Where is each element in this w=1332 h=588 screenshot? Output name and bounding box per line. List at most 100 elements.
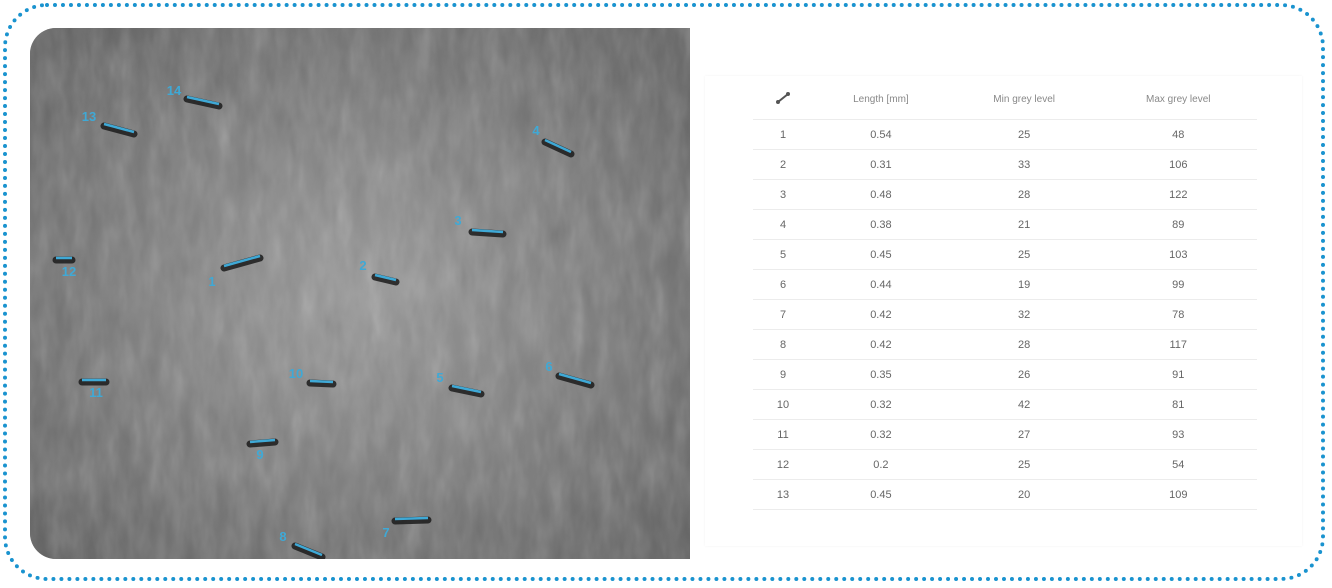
cell-min-grey: 28 bbox=[948, 329, 1100, 360]
hair-marker[interactable]: 13 bbox=[82, 109, 138, 138]
hair-marker[interactable]: 2 bbox=[359, 258, 400, 286]
marker-label: 3 bbox=[454, 213, 461, 228]
cell-min-grey: 21 bbox=[948, 209, 1100, 240]
measure-line bbox=[544, 138, 572, 154]
cell-max-grey: 103 bbox=[1099, 239, 1257, 270]
measure-line-icon bbox=[753, 80, 813, 120]
table-row[interactable]: 2 0.31 33 106 bbox=[753, 149, 1257, 180]
column-header-length[interactable]: Length [mm] bbox=[813, 80, 949, 120]
hair-marker[interactable]: 11 bbox=[78, 378, 110, 400]
marker-label: 6 bbox=[545, 359, 552, 374]
hair-shape bbox=[100, 122, 138, 138]
cell-min-grey: 26 bbox=[948, 359, 1100, 390]
measure-line bbox=[451, 384, 482, 394]
measure-line bbox=[558, 372, 592, 385]
cell-length: 0.45 bbox=[813, 239, 949, 270]
cell-max-grey: 81 bbox=[1099, 389, 1257, 420]
hair-shape bbox=[448, 384, 485, 398]
table-row[interactable]: 5 0.45 25 103 bbox=[753, 239, 1257, 270]
table-row[interactable]: 10 0.32 42 81 bbox=[753, 389, 1257, 420]
cell-length: 0.2 bbox=[813, 449, 949, 480]
column-header-max-grey[interactable]: Max grey level bbox=[1099, 80, 1257, 120]
column-header-min-grey[interactable]: Min grey level bbox=[948, 80, 1100, 120]
marker-label: 10 bbox=[289, 366, 303, 381]
hair-marker[interactable]: 4 bbox=[532, 123, 575, 158]
cell-min-grey: 19 bbox=[948, 269, 1100, 300]
marker-label: 7 bbox=[382, 525, 389, 540]
table-row[interactable]: 13 0.45 20 109 bbox=[753, 479, 1257, 510]
measure-line bbox=[309, 379, 334, 384]
cell-max-grey: 48 bbox=[1099, 119, 1257, 150]
cell-length: 0.42 bbox=[813, 329, 949, 360]
measure-line bbox=[294, 542, 323, 557]
cell-min-grey: 25 bbox=[948, 119, 1100, 150]
hair-marker[interactable]: 7 bbox=[382, 516, 432, 540]
cell-min-grey: 27 bbox=[948, 419, 1100, 450]
hair-marker[interactable]: 12 bbox=[52, 256, 76, 279]
cell-length: 0.48 bbox=[813, 179, 949, 210]
hair-marker[interactable]: 3 bbox=[454, 213, 507, 238]
table-row[interactable]: 7 0.42 32 78 bbox=[753, 299, 1257, 330]
table-row[interactable]: 3 0.48 28 122 bbox=[753, 179, 1257, 210]
marker-label: 13 bbox=[82, 109, 96, 124]
marker-label: 9 bbox=[256, 447, 263, 462]
marker-label: 11 bbox=[89, 385, 103, 400]
cell-length: 0.32 bbox=[813, 389, 949, 420]
cell-id: 5 bbox=[753, 239, 813, 270]
hair-shape bbox=[220, 254, 264, 272]
cell-length: 0.45 bbox=[813, 479, 949, 510]
marker-label: 5 bbox=[436, 370, 443, 385]
measure-line bbox=[103, 122, 135, 134]
table-row[interactable]: 1 0.54 25 48 bbox=[753, 119, 1257, 150]
hair-shape bbox=[555, 372, 595, 389]
marker-label: 14 bbox=[167, 83, 182, 98]
hair-marker[interactable]: 5 bbox=[436, 370, 485, 398]
measure-line bbox=[223, 254, 261, 268]
table-row[interactable]: 4 0.38 21 89 bbox=[753, 209, 1257, 240]
table-row[interactable]: 8 0.42 28 117 bbox=[753, 329, 1257, 360]
dotted-frame bbox=[3, 3, 1325, 581]
cell-min-grey: 42 bbox=[948, 389, 1100, 420]
cell-id: 2 bbox=[753, 149, 813, 180]
measurements-table: Length [mm] Min grey level Max grey leve… bbox=[753, 80, 1257, 510]
cell-id: 8 bbox=[753, 329, 813, 360]
cell-max-grey: 91 bbox=[1099, 359, 1257, 390]
marker-label: 2 bbox=[359, 258, 366, 273]
hair-marker[interactable]: 9 bbox=[246, 438, 279, 462]
cell-max-grey: 117 bbox=[1099, 329, 1257, 360]
cell-id: 1 bbox=[753, 119, 813, 150]
table-row[interactable]: 6 0.44 19 99 bbox=[753, 269, 1257, 300]
table-row[interactable]: 9 0.35 26 91 bbox=[753, 359, 1257, 390]
table-row[interactable]: 11 0.32 27 93 bbox=[753, 419, 1257, 450]
cell-length: 0.54 bbox=[813, 119, 949, 150]
hair-microscopy-image: 1 2 3 4 5 6 7 8 9 10 11 12 13 14 bbox=[30, 28, 690, 559]
cell-length: 0.44 bbox=[813, 269, 949, 300]
hair-shape bbox=[306, 379, 337, 388]
hair-marker[interactable]: 8 bbox=[279, 529, 326, 559]
cell-length: 0.38 bbox=[813, 209, 949, 240]
marker-label: 1 bbox=[208, 274, 215, 289]
cell-length: 0.32 bbox=[813, 419, 949, 450]
table-row[interactable]: 12 0.2 25 54 bbox=[753, 449, 1257, 480]
hair-marker[interactable]: 10 bbox=[289, 366, 337, 388]
measure-line bbox=[471, 228, 504, 234]
hair-marker[interactable]: 14 bbox=[167, 83, 223, 110]
cell-max-grey: 93 bbox=[1099, 419, 1257, 450]
hair-shape bbox=[391, 516, 432, 525]
hair-shape bbox=[371, 273, 400, 286]
measure-line bbox=[394, 516, 429, 521]
cell-max-grey: 78 bbox=[1099, 299, 1257, 330]
measure-line bbox=[249, 438, 276, 444]
cell-max-grey: 89 bbox=[1099, 209, 1257, 240]
hair-marker[interactable]: 1 bbox=[208, 254, 264, 289]
cell-id: 10 bbox=[753, 389, 813, 420]
hair-marker[interactable]: 6 bbox=[545, 359, 595, 389]
cell-max-grey: 54 bbox=[1099, 449, 1257, 480]
cell-length: 0.42 bbox=[813, 299, 949, 330]
cell-min-grey: 33 bbox=[948, 149, 1100, 180]
measure-line bbox=[374, 273, 397, 282]
cell-max-grey: 122 bbox=[1099, 179, 1257, 210]
hair-shape bbox=[246, 438, 279, 448]
cell-length: 0.31 bbox=[813, 149, 949, 180]
cell-min-grey: 25 bbox=[948, 449, 1100, 480]
